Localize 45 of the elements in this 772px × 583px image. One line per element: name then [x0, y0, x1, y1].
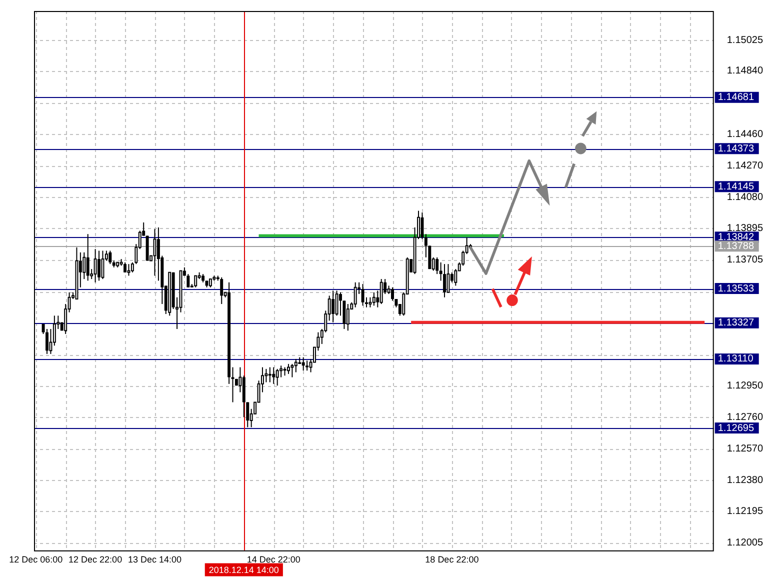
x-tick-label: 14 Dec 22:00 [246, 554, 300, 564]
ref-line-label: 1.14681 [718, 92, 754, 104]
ref-line-label: 1.13533 [718, 283, 754, 294]
y-tick-label: 1.12005 [726, 538, 764, 549]
y-tick-label: 1.12950 [726, 380, 764, 392]
candlestick [361, 284, 364, 306]
ref-line-label: 1.13842 [718, 232, 754, 243]
candlestick [391, 286, 394, 302]
candlestick [98, 250, 100, 282]
ref-line-label: 1.14145 [718, 181, 754, 192]
candlestick [220, 276, 224, 305]
candlestick [124, 262, 127, 273]
x-tick-label: 12 Dec 06:00 [9, 554, 63, 564]
y-tick-label: 1.12570 [726, 444, 764, 455]
candlestick [332, 290, 335, 323]
candlestick [186, 274, 190, 288]
y-tick-label: 1.12760 [726, 412, 764, 423]
y-tick-label: 1.14270 [726, 160, 764, 172]
candlestick [268, 366, 272, 383]
y-tick-label: 1.12195 [726, 506, 764, 518]
candlestick [46, 328, 48, 354]
y-tick-label: 1.14460 [726, 128, 764, 140]
ref-line-label: 1.13788 [718, 240, 754, 252]
candlestick [306, 360, 309, 372]
y-tick-label: 1.12380 [726, 475, 764, 486]
ref-line-label: 1.13327 [718, 318, 754, 329]
y-tick-label: 1.14840 [726, 66, 764, 77]
candlestick [436, 256, 439, 275]
x-tick-label: 18 Dec 22:00 [425, 554, 479, 564]
candlestick [272, 366, 276, 384]
y-tick-label: 1.14080 [726, 192, 764, 204]
ref-line-label: 1.13110 [718, 354, 754, 365]
ref-line-label: 1.14373 [718, 143, 754, 154]
y-tick-label: 1.13705 [726, 254, 764, 266]
x-tick-label: 12 Dec 22:00 [68, 554, 122, 564]
ref-line-label: 1.12695 [718, 422, 754, 434]
candlestick [443, 264, 446, 298]
y-tick-label: 1.15025 [726, 34, 764, 46]
candlestick [108, 250, 112, 265]
candlestick [420, 212, 424, 240]
candlestick [302, 356, 305, 372]
candlestick [86, 234, 90, 282]
x-tick-label: 2018.12.14 14:00 [208, 565, 279, 576]
y-tick-label: 1.13895 [726, 223, 764, 234]
x-tick-label: 13 Dec 14:00 [128, 554, 182, 564]
